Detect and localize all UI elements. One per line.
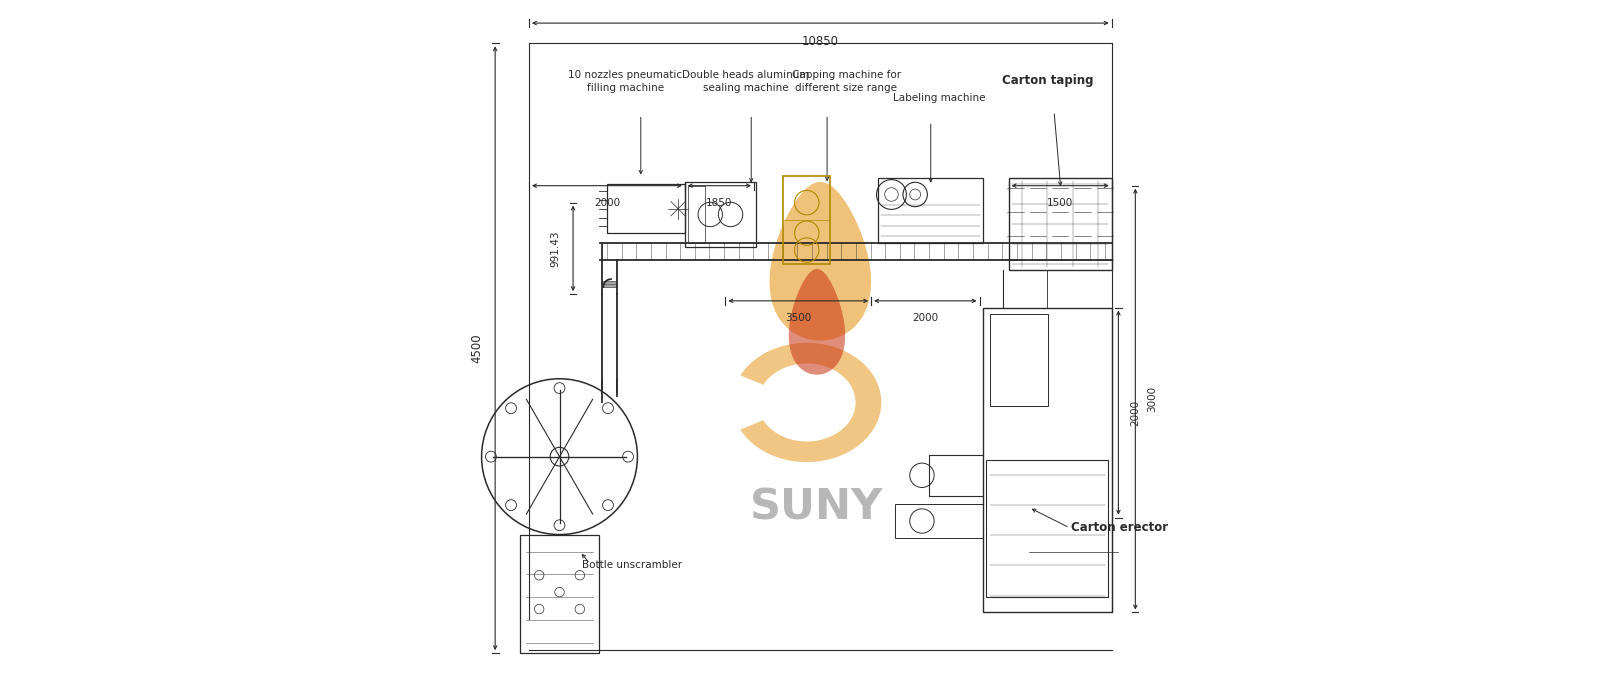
Text: Capping machine for
different size range: Capping machine for different size range: [792, 70, 901, 93]
Bar: [520, 535, 598, 653]
Bar: [986, 460, 1109, 597]
Text: 10 nozzles pneumatic
filling machine: 10 nozzles pneumatic filling machine: [568, 70, 682, 93]
Text: Carton erector: Carton erector: [1070, 521, 1168, 534]
Text: 3000: 3000: [1147, 386, 1157, 412]
Text: 2000: 2000: [594, 198, 619, 208]
Bar: [878, 178, 982, 243]
Text: 991.43: 991.43: [550, 230, 562, 266]
Bar: [606, 184, 685, 233]
Text: Carton taping: Carton taping: [1002, 74, 1093, 87]
Text: 10850: 10850: [802, 36, 838, 48]
Bar: [894, 504, 982, 538]
Text: Labeling machine: Labeling machine: [893, 93, 986, 103]
Text: SUNY: SUNY: [750, 486, 883, 529]
Text: 4500: 4500: [470, 333, 483, 363]
Bar: [685, 182, 755, 247]
Polygon shape: [789, 269, 845, 375]
Bar: [782, 176, 830, 264]
Text: 1850: 1850: [706, 198, 733, 208]
Bar: [688, 186, 706, 243]
Text: Double heads aluminum
sealing machine: Double heads aluminum sealing machine: [682, 70, 810, 93]
Text: Bottle unscrambler: Bottle unscrambler: [582, 560, 682, 570]
Bar: [1008, 178, 1112, 270]
Text: 2000: 2000: [1131, 400, 1141, 426]
Text: 3500: 3500: [786, 313, 811, 323]
Polygon shape: [770, 182, 870, 341]
Text: 1500: 1500: [1046, 198, 1074, 208]
Bar: [982, 307, 1112, 613]
Bar: [990, 314, 1048, 406]
Text: 2000: 2000: [912, 313, 938, 323]
Polygon shape: [741, 343, 882, 462]
